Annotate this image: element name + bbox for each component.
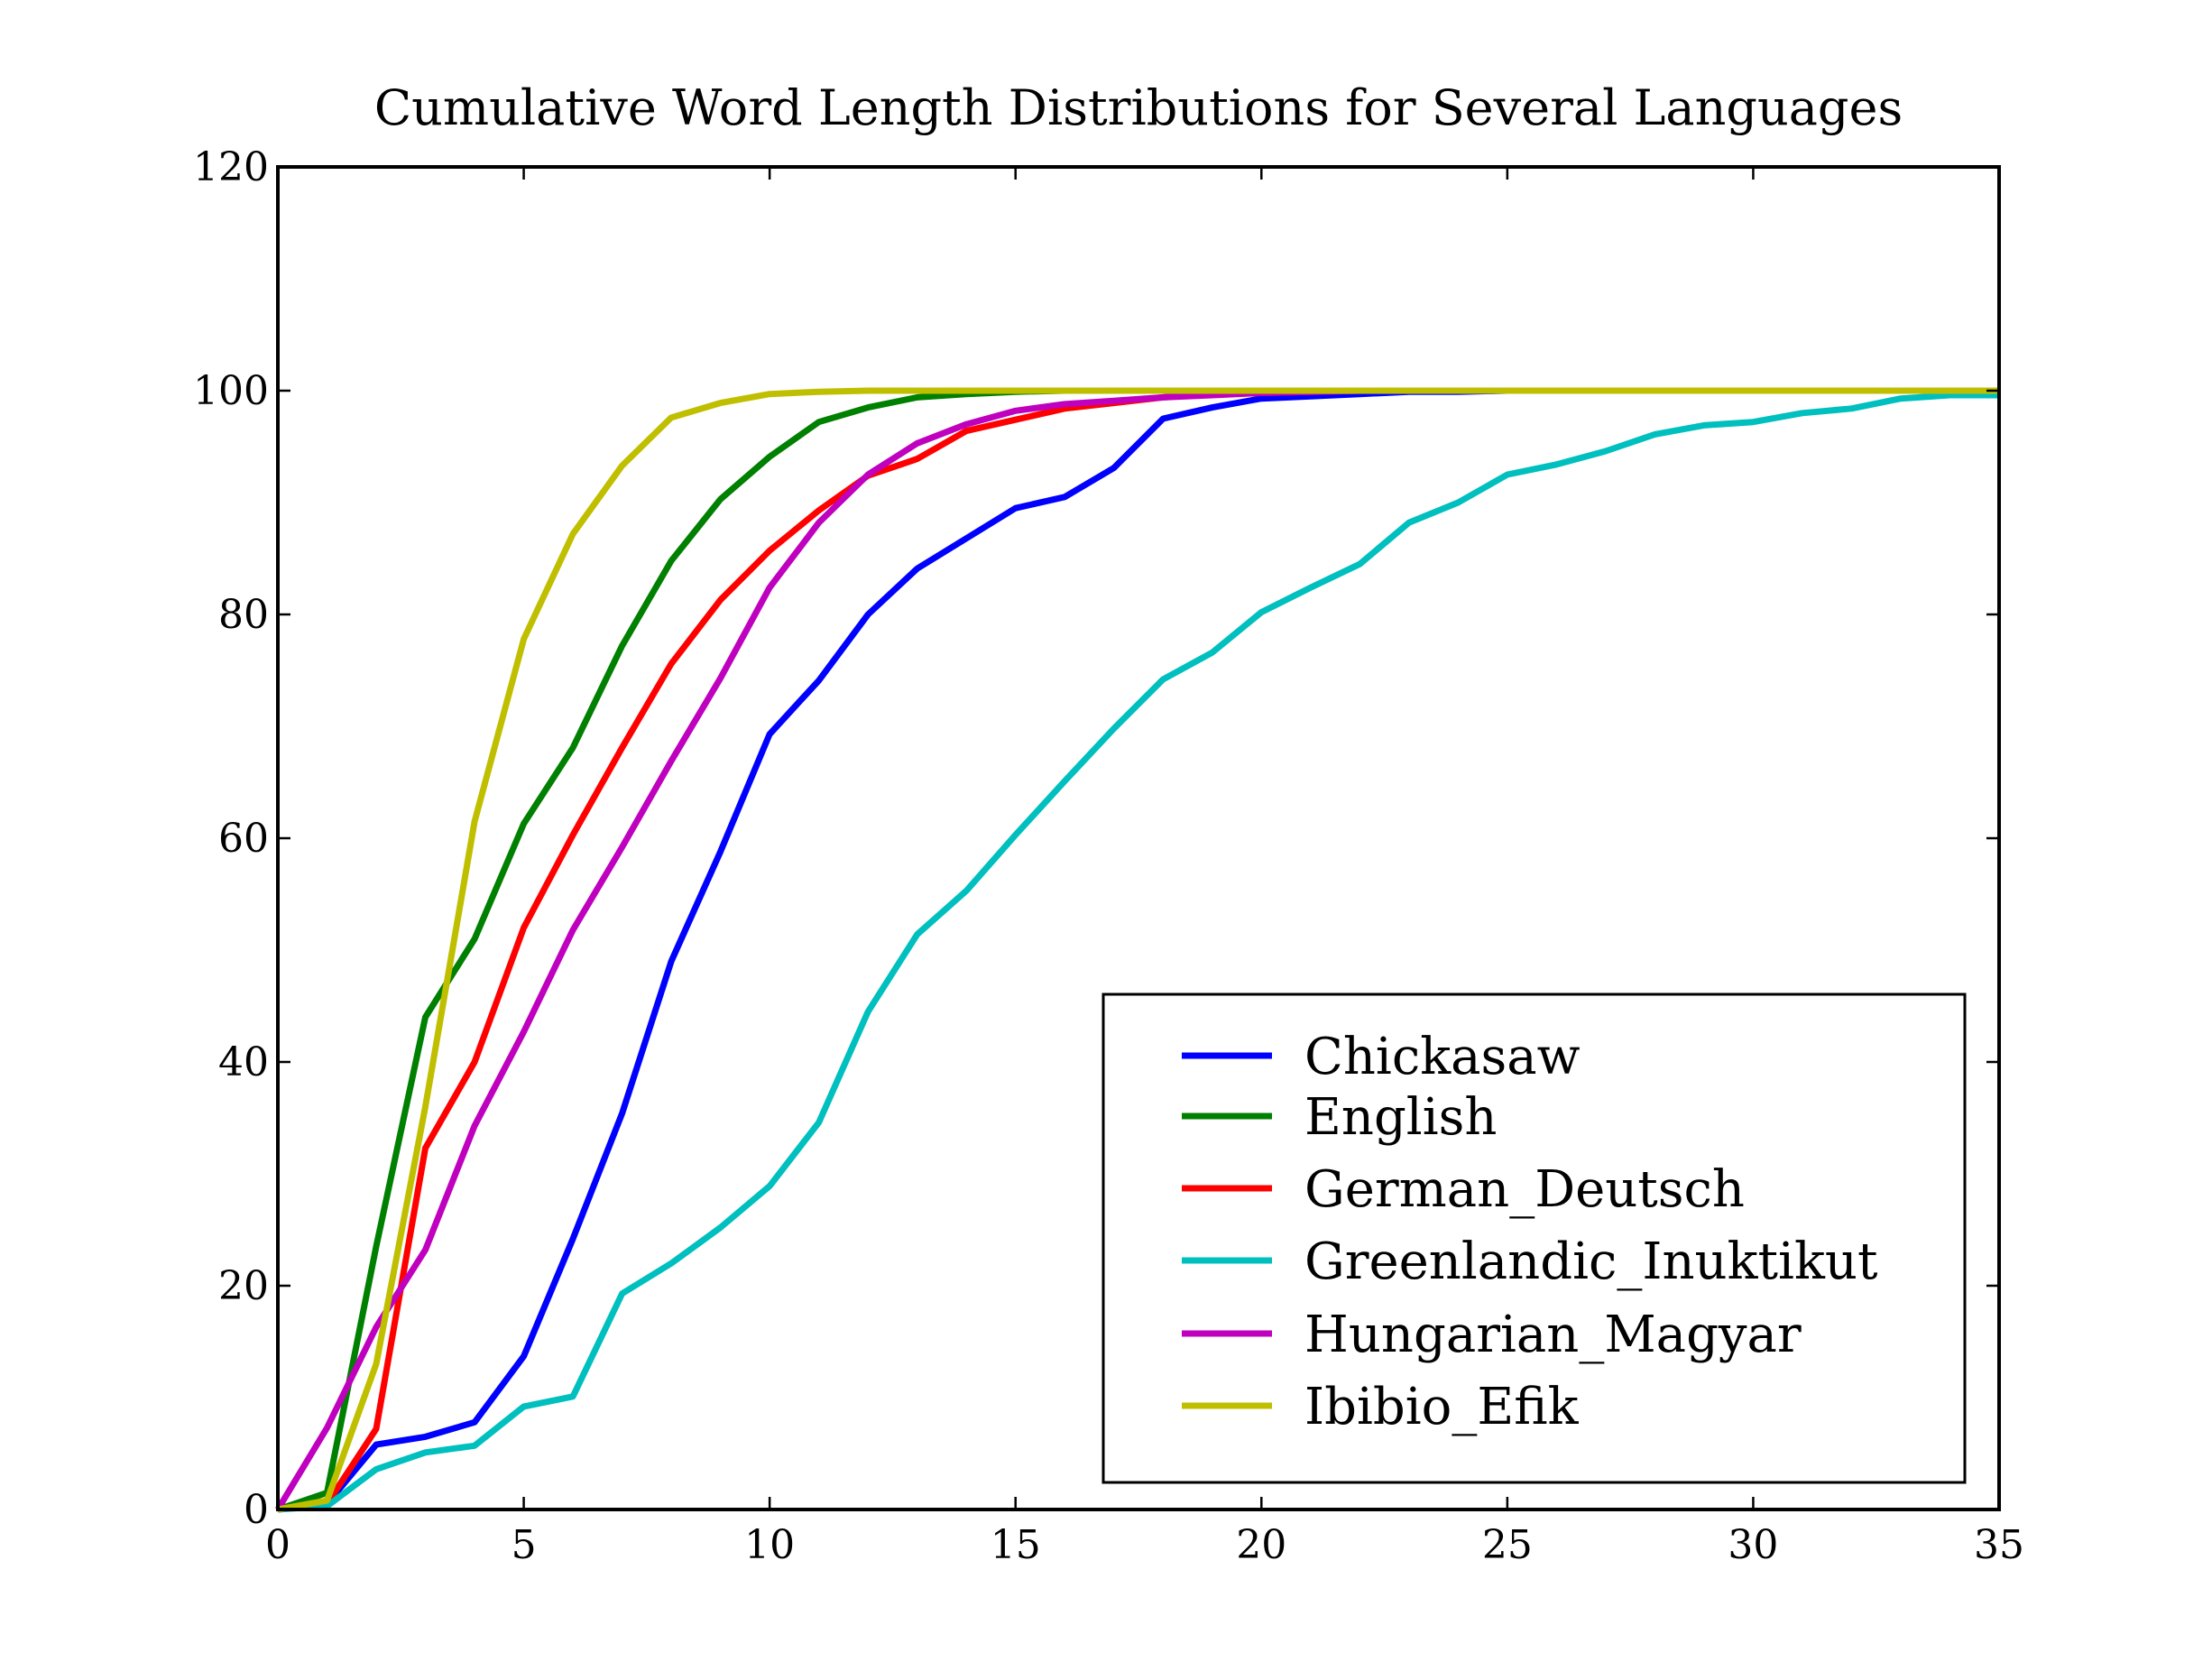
legend-label-german-deutsch: German_Deutsch <box>1304 1160 1745 1219</box>
x-tick-label: 25 <box>1482 1522 1533 1568</box>
legend-label-ibibio-efik: Ibibio_Efik <box>1304 1378 1580 1436</box>
x-tick-label: 20 <box>1236 1522 1286 1568</box>
y-tick-label: 0 <box>244 1487 269 1533</box>
legend-label-hungarian-magyar: Hungarian_Magyar <box>1304 1306 1802 1364</box>
series-layer <box>275 387 1999 1513</box>
legend-label-greenlandic-inuktikut: Greenlandic_Inuktikut <box>1304 1232 1878 1291</box>
y-tick-label: 80 <box>218 592 269 638</box>
x-tick-label: 10 <box>744 1522 795 1568</box>
legend-box <box>1101 992 1967 1484</box>
legend-label-chickasaw: Chickasaw <box>1304 1028 1581 1086</box>
y-tick-label: 120 <box>193 144 269 190</box>
x-tick-label: 35 <box>1974 1522 2024 1568</box>
chart-title: Cumulative Word Length Distributions for… <box>374 79 1903 136</box>
y-tick-label: 100 <box>193 368 269 414</box>
series-line-greenlandic-inuktikut <box>277 392 1999 1513</box>
x-tick-label: 0 <box>265 1522 290 1568</box>
y-tick-label: 40 <box>218 1039 269 1085</box>
y-tick-label: 60 <box>218 816 269 862</box>
series-line-ibibio-efik <box>277 387 1999 1513</box>
x-tick-label: 30 <box>1728 1522 1778 1568</box>
legend-label-english: English <box>1304 1088 1497 1147</box>
ticks-layer: 0 5 10 15 20 25 30 35 0 20 40 60 80 100 120 <box>193 144 2024 1568</box>
x-tick-label: 5 <box>512 1522 537 1568</box>
x-tick-label: 15 <box>991 1522 1041 1568</box>
y-tick-label: 20 <box>218 1263 269 1309</box>
